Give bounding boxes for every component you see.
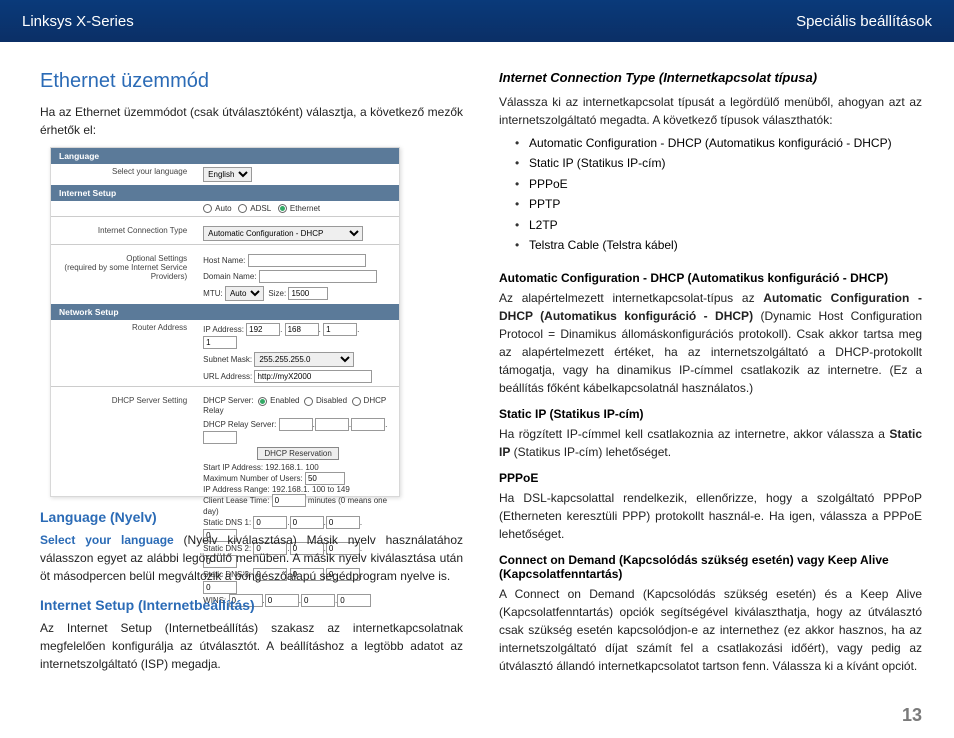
list-item: PPTP [515,194,922,214]
shot-section-language: Language [51,148,399,164]
max-users-input[interactable] [305,472,345,485]
heading-ict: Internet Connection Type (Internetkapcso… [499,70,922,85]
list-item: Telstra Cable (Telstra kábel) [515,235,922,255]
radio-dhcp-disabled[interactable] [304,397,313,406]
para-static-ip: Ha rögzített IP-címmel kell csatlakoznia… [499,425,922,461]
label-select-language: Select your language [51,164,197,185]
top-bar: Linksys X-Series Speciális beállítások [0,0,954,42]
subnet-select[interactable]: 255.255.255.0 [254,352,354,367]
radio-ethernet[interactable] [278,204,287,213]
url-input[interactable] [254,370,372,383]
shot-section-network-setup: Network Setup [51,304,399,320]
page-number: 13 [0,697,954,738]
heading-dhcp: Automatic Configuration - DHCP (Automati… [499,271,922,285]
domain-name-input[interactable] [259,270,377,283]
shot-section-internet-setup: Internet Setup [51,185,399,201]
radio-dhcp-enabled[interactable] [258,397,267,406]
mtu-select[interactable]: Auto [225,286,264,301]
label-router-address: Router Address [51,320,197,387]
heading-pppoe: PPPoE [499,471,922,485]
para-pppoe: Ha DSL-kapcsolattal rendelkezik, ellenőr… [499,489,922,543]
section-title: Ethernet üzemmód [40,70,463,93]
list-item: Automatic Configuration - DHCP (Automati… [515,133,922,153]
lease-input[interactable] [272,494,306,507]
list-item: L2TP [515,215,922,235]
para-internet-setup: Az Internet Setup (Internetbeállítás) sz… [40,619,463,673]
ip-octet-2[interactable] [285,323,319,336]
heading-static-ip: Static IP (Statikus IP-cím) [499,407,922,421]
list-item: PPPoE [515,174,922,194]
heading-internet-setup: Internet Setup (Internetbeállítás) [40,597,463,613]
para-dhcp: Az alapértelmezett internetkapcsolat-típ… [499,289,922,397]
label-optional: Optional Settings (required by some Inte… [51,251,197,304]
ip-octet-3[interactable] [323,323,357,336]
ip-octet-1[interactable] [246,323,280,336]
para-ict: Válassza ki az internetkapcsolat típusát… [499,93,922,129]
intro-text: Ha az Ethernet üzemmódot (csak útválaszt… [40,103,463,139]
doc-title-left: Linksys X-Series [22,13,134,30]
radio-adsl[interactable] [238,204,247,213]
mtu-size-input[interactable] [288,287,328,300]
right-column: Internet Connection Type (Internetkapcso… [499,70,922,697]
label-ict: Internet Connection Type [51,223,197,245]
dhcp-reservation-button[interactable]: DHCP Reservation [257,447,338,460]
ip-octet-4[interactable] [203,336,237,349]
page: Linksys X-Series Speciális beállítások E… [0,0,954,738]
connection-type-list: Automatic Configuration - DHCP (Automati… [499,129,922,261]
content-area: Ethernet üzemmód Ha az Ethernet üzemmódo… [0,42,954,697]
host-name-input[interactable] [248,254,366,267]
radio-dhcp-relay[interactable] [352,397,361,406]
heading-cod: Connect on Demand (Kapcsolódás szükség e… [499,553,922,581]
mode-radios: Auto ADSL Ethernet [197,201,399,217]
list-item: Static IP (Statikus IP-cím) [515,153,922,173]
radio-auto[interactable] [203,204,212,213]
para-language: Select your language (Nyelv kiválasztása… [40,531,463,585]
left-column: Ethernet üzemmód Ha az Ethernet üzemmódo… [40,70,463,697]
doc-title-right: Speciális beállítások [796,13,932,30]
language-select[interactable]: English [203,167,252,182]
para-cod: A Connect on Demand (Kapcsolódás szükség… [499,585,922,675]
ict-select[interactable]: Automatic Configuration - DHCP [203,226,363,241]
router-ui-screenshot: Language Select your language English In… [50,147,400,497]
